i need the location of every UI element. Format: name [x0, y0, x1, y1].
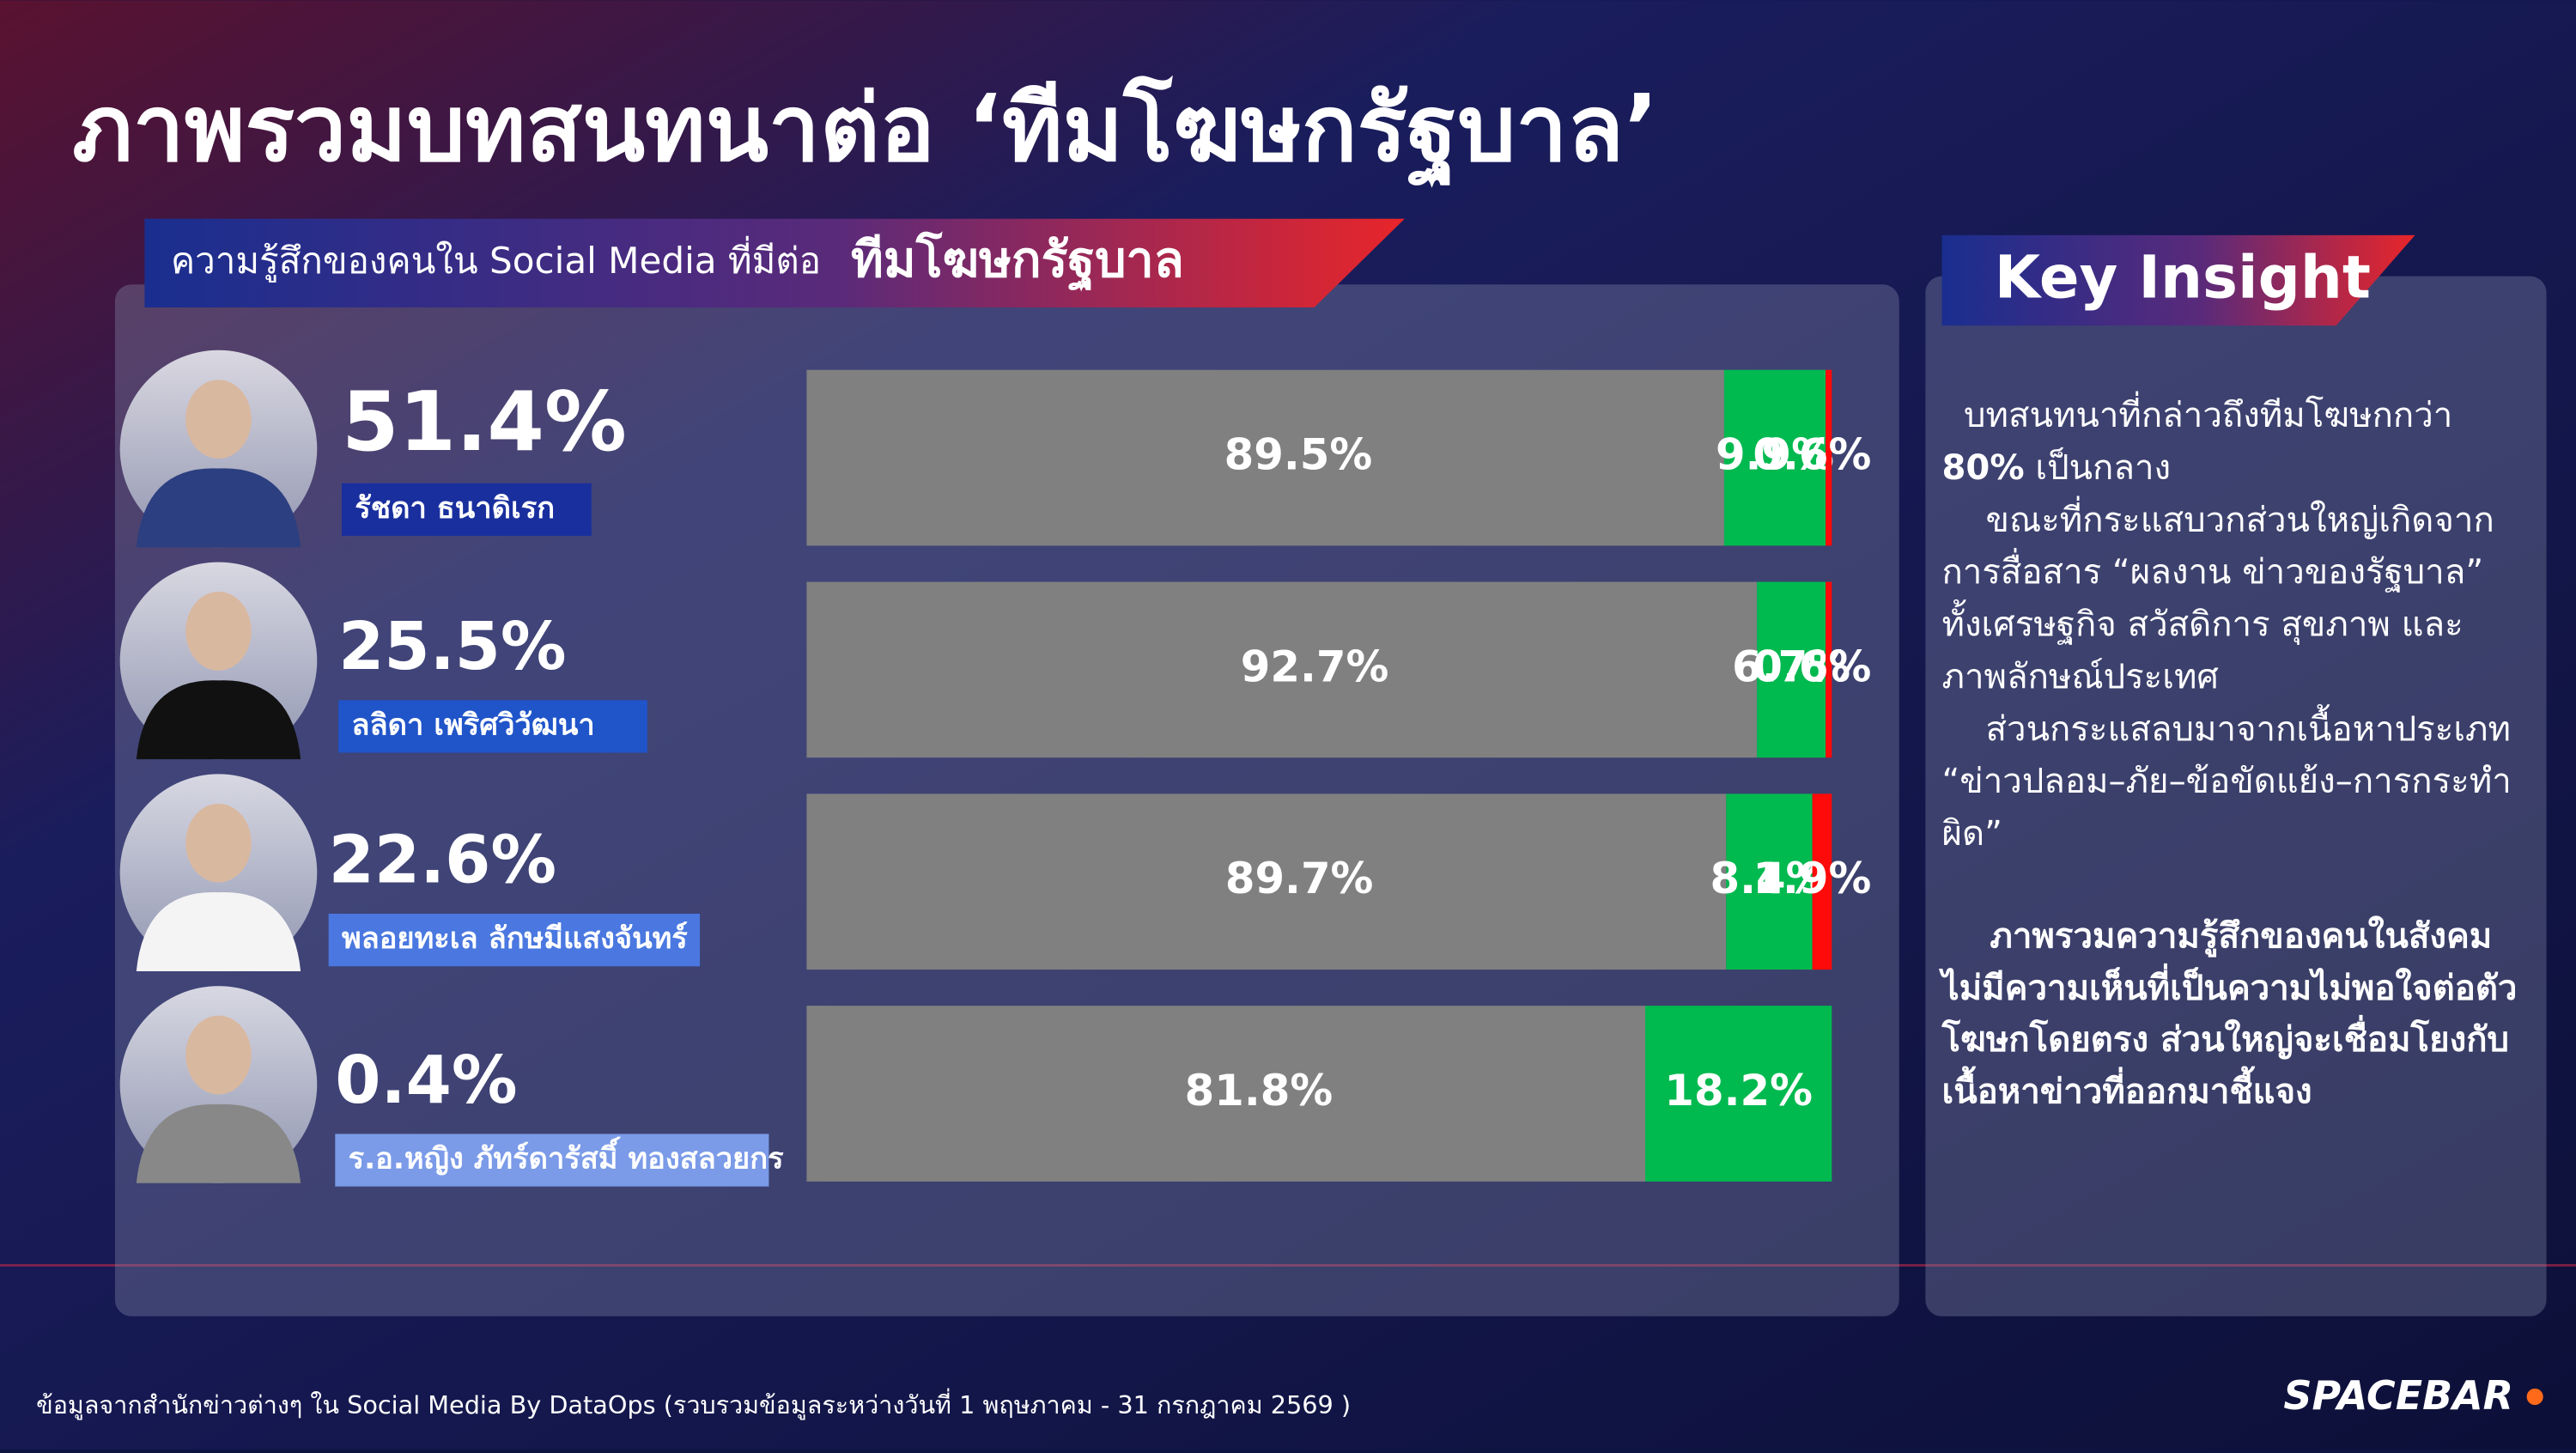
insight-bold-line: โฆษกโดยตรง ส่วนใหญ่จะเชื่อมโยงกับ: [1941, 1014, 2509, 1060]
value-label: 8.4%: [1710, 854, 1828, 903]
bar-segment: [1826, 581, 1832, 758]
value-label: 1.9%: [1753, 854, 1871, 903]
footer-source: ข้อมูลจากสำนักข่าวต่างๆ ใน Social Media …: [36, 1388, 1351, 1420]
insight-text: ทั้งเศรษฐกิจ สวัสดิการ สุขภาพ และ: [1941, 599, 2463, 646]
value-label: 92.7%: [1241, 641, 1389, 691]
photo-head: [185, 803, 252, 883]
insight-text: ขณะที่กระแสบวกส่วนใหญ่เกิดจาก: [1941, 495, 2494, 540]
insight-line: “ข่าวปลอม–ภัย–ข้อขัดแย้ง–การกระทำ: [1941, 762, 2511, 801]
insight-text: ส่วนกระแสลบมาจากเนื้อหาประเภท: [1941, 703, 2511, 749]
name-box: [328, 914, 701, 967]
share: 25.5%: [338, 609, 566, 685]
bar-segment: [806, 581, 1758, 758]
bar-segment: [1726, 793, 1813, 970]
name: พลอยทะเล ลักษมีแสงจันทร์: [342, 921, 688, 956]
insight-line: 80% เป็นกลาง: [1941, 447, 2171, 488]
bar-segment: [806, 369, 1724, 546]
value-label: 18.2%: [1664, 1066, 1813, 1116]
value-label: 89.7%: [1225, 854, 1374, 903]
insight-line: ภาพลักษณ์ประเทศ: [1941, 657, 2219, 696]
value-label: 0.6%: [1753, 430, 1871, 480]
insight-line: การสื่อสาร “ผลงาน ข่าวของรัฐบาล”: [1941, 548, 2483, 593]
bar-segment: [1812, 793, 1832, 970]
insight-line: ส่วนกระแสลบมาจากเนื้อหาประเภท: [1941, 703, 2511, 749]
subtitle: ความรู้สึกของคนใน Social Media ที่มีต่อ: [171, 236, 821, 283]
name: รัชดา ธนาดิเรก: [355, 491, 555, 526]
photo-head: [185, 1015, 252, 1095]
value-label: 89.5%: [1224, 430, 1373, 480]
insight-title: Key Insight: [1995, 243, 2371, 312]
insight-panel: [1925, 276, 2547, 1316]
bar-segment: [806, 1006, 1646, 1182]
insight-line: ผิด”: [1941, 814, 2002, 854]
photo-head: [185, 380, 252, 459]
bar-segment: [1723, 369, 1826, 546]
insight-text: 80%: [1941, 448, 2024, 488]
insight-line: ขณะที่กระแสบวกส่วนใหญ่เกิดจาก: [1941, 495, 2494, 540]
name-box: [341, 483, 592, 536]
subtitle-banner: [144, 218, 1405, 308]
insight-banner: [1941, 234, 2415, 326]
value-label: 9.9%: [1716, 430, 1834, 480]
value-label: 81.8%: [1185, 1066, 1334, 1116]
name-box: [338, 700, 647, 753]
insight-text: เป็นกลาง: [2025, 447, 2172, 488]
bar-segment: [1757, 581, 1826, 758]
insight-bold-line: เนื้อหาข่าวที่ออกมาชี้แจง: [1941, 1067, 2312, 1112]
share: 22.6%: [329, 823, 556, 899]
insight-bold-line: ภาพรวมความรู้สึกของคนในสังคม: [1941, 916, 2492, 958]
share: 0.4%: [335, 1043, 517, 1119]
insight-text: การสื่อสาร “ผลงาน ข่าวของรัฐบาล”: [1941, 548, 2483, 593]
insight-text: ภาพลักษณ์ประเทศ: [1941, 657, 2219, 696]
photo-body: [136, 680, 301, 760]
name: ลลิดา เพริศวิวัฒนา: [351, 708, 594, 742]
share: 51.4%: [342, 374, 627, 470]
insight-line: บทสนทนาที่กล่าวถึงทีมโฆษกกว่า: [1941, 391, 2452, 435]
bar-segment: [806, 793, 1727, 970]
photo-body: [136, 892, 301, 971]
insight-bold-line: ไม่มีความเห็นที่เป็นความไม่พอใจต่อตัว: [1938, 963, 2517, 1008]
title: ภาพรวมบทสนทนาต่อ ‘ทีมโฆษกรัฐบาล’: [72, 75, 1659, 188]
name: ร.อ.หญิง ภัทร์ดารัสมิ์ ทองสลวยกร: [349, 1137, 784, 1176]
insight-text: “ข่าวปลอม–ภัย–ข้อขัดแย้ง–การกระทำ: [1941, 762, 2511, 801]
name-box: [335, 1134, 769, 1187]
value-label: 0.6%: [1753, 641, 1871, 691]
photo-head: [185, 592, 252, 671]
insight-text: บทสนทนาที่กล่าวถึงทีมโฆษกกว่า: [1941, 391, 2452, 435]
photo-body: [136, 1103, 301, 1183]
subtitle-emphasis: ทีมโฆษกรัฐบาล: [851, 230, 1184, 292]
bar-segment: [1826, 369, 1832, 546]
brand-dot: [2526, 1388, 2543, 1406]
insight-text: ผิด”: [1941, 814, 2002, 854]
photo-body: [136, 468, 301, 548]
brand: SPACEBAR: [2283, 1372, 2513, 1419]
bar-segment: [1645, 1006, 1832, 1182]
insight-line: ทั้งเศรษฐกิจ สวัสดิการ สุขภาพ และ: [1941, 599, 2463, 646]
